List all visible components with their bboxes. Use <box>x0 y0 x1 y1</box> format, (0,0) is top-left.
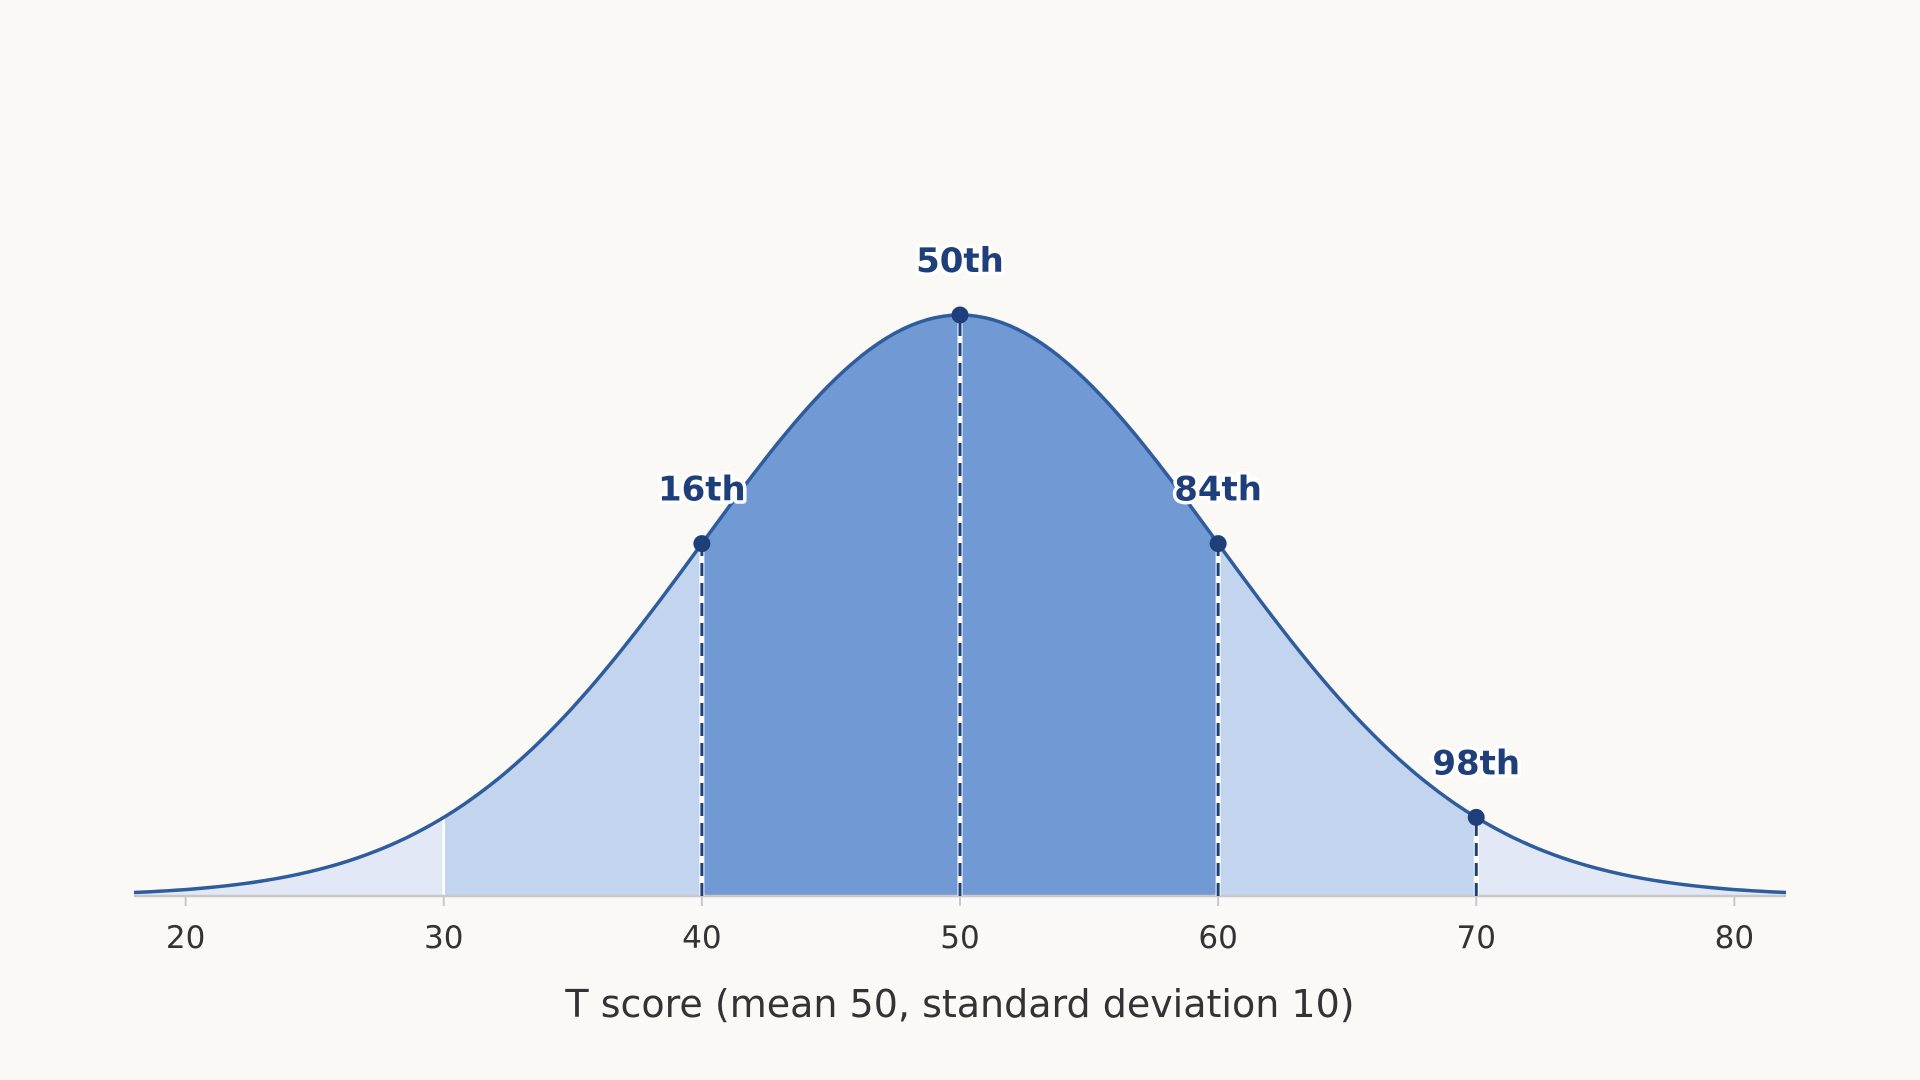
percentile-label-16th: 16th <box>658 470 746 510</box>
x-tick-label-70: 70 <box>1457 920 1496 956</box>
x-axis-title: T score (mean 50, standard deviation 10) <box>564 982 1354 1026</box>
band-outer-4 <box>1476 817 1786 896</box>
marker-dot-50 <box>951 306 969 324</box>
x-tick-label-30: 30 <box>424 920 463 956</box>
x-tick-label-40: 40 <box>682 920 721 956</box>
x-tick-label-50: 50 <box>940 920 979 956</box>
x-axis: 20 30 40 50 60 70 80 <box>134 894 1786 956</box>
band-outer-0 <box>134 817 444 896</box>
x-tick-label-80: 80 <box>1715 920 1754 956</box>
marker-dot-40 <box>693 535 711 553</box>
marker-dot-60 <box>1209 535 1227 553</box>
percentile-label-50th: 50th <box>916 241 1004 281</box>
x-tick-label-20: 20 <box>166 920 205 956</box>
x-tick-label-60: 60 <box>1198 920 1237 956</box>
percentile-label-84th: 84th <box>1174 470 1262 510</box>
marker-dot-70 <box>1467 808 1485 826</box>
percentile-markers: 16th 50th 84th 98th <box>654 238 1524 896</box>
percentile-label-98th: 98th <box>1432 743 1520 783</box>
